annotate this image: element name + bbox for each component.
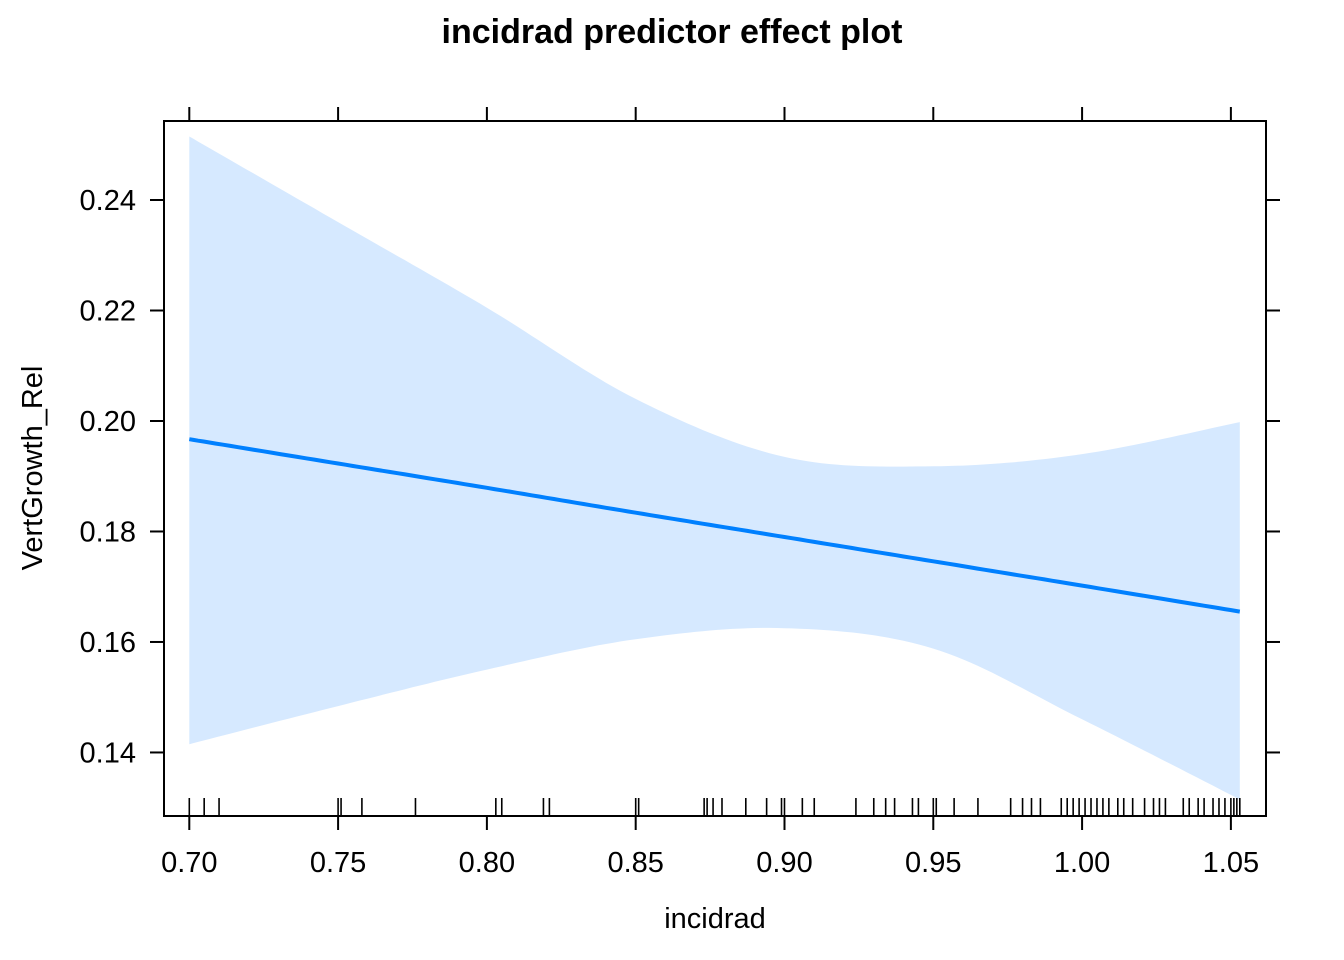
y-tick-label: 0.16 [80, 627, 136, 659]
y-tick-label: 0.18 [80, 516, 136, 548]
y-tick-label: 0.24 [80, 185, 136, 217]
x-tick-label: 0.95 [905, 847, 961, 879]
axes: 0.70 0.75 0.80 0.85 0.90 0.95 1.00 1.05 0.14 0.16… [80, 107, 1280, 879]
fit-line [188, 437, 1241, 614]
plot-frame [163, 120, 1267, 817]
x-tick-label: 0.75 [310, 847, 366, 879]
x-tick-label: 0.90 [756, 847, 812, 879]
plot-area [188, 136, 1241, 816]
x-tick-label: 1.05 [1203, 847, 1259, 879]
x-tick-label: 0.70 [161, 847, 217, 879]
x-tick-label: 1.00 [1054, 847, 1110, 879]
y-tick-label: 0.22 [80, 295, 136, 327]
y-axis-label: VertGrowth_Rel [17, 366, 49, 571]
x-axis-label: incidrad [664, 903, 766, 935]
chart-title: incidrad predictor effect plot [442, 13, 903, 51]
y-tick-label: 0.20 [80, 406, 136, 438]
y-tick-label: 0.14 [80, 737, 136, 769]
x-tick-label: 0.85 [607, 847, 663, 879]
confidence-band [189, 136, 1240, 800]
x-tick-label: 0.80 [459, 847, 515, 879]
